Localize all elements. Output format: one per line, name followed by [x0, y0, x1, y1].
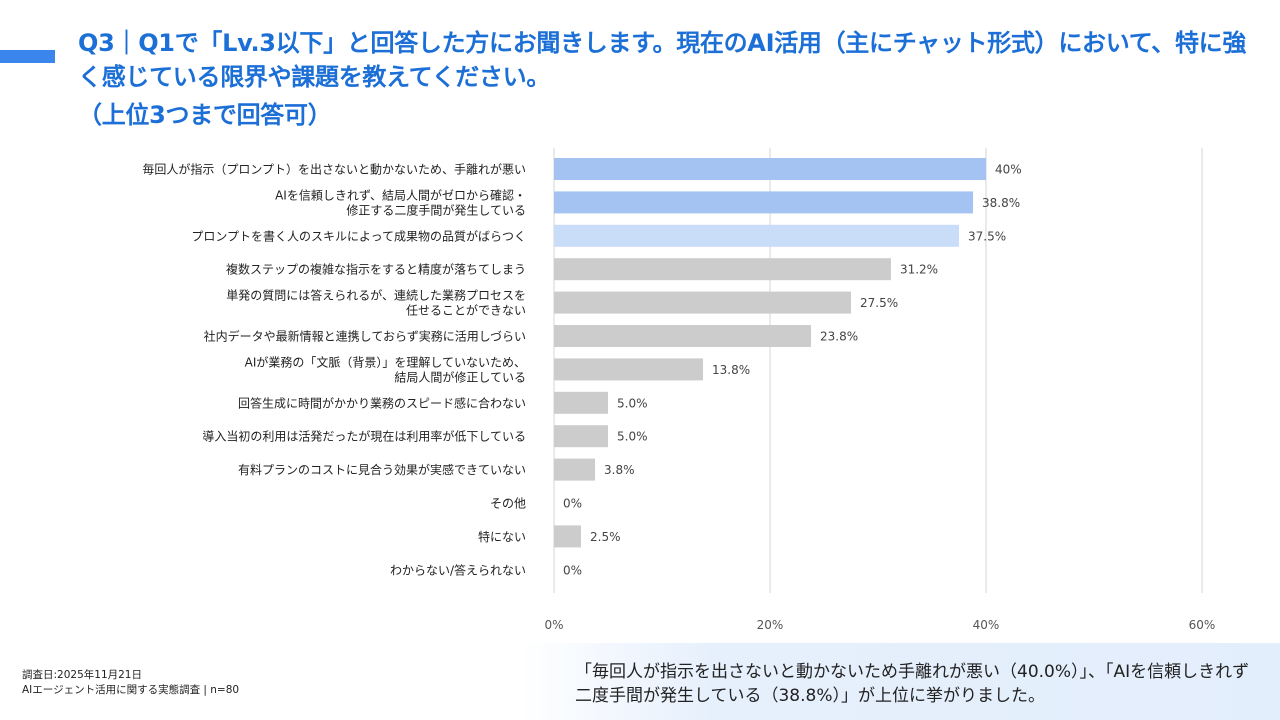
- category-label-line: 任せることができない: [406, 303, 526, 318]
- question-title-line2: （上位3つまで回答可）: [78, 101, 332, 129]
- category-label: AIを信頼しきれず、結局人間がゼロから確認・修正する二度手間が発生している: [275, 187, 526, 217]
- x-tick-label: 60%: [1189, 618, 1216, 632]
- bar-value-label: 40%: [995, 163, 1022, 177]
- bar: [554, 525, 581, 548]
- category-label-line: 特にない: [478, 529, 526, 544]
- category-label: AIが業務の「文脈（背景）」を理解していないため、結局人間が修正している: [245, 354, 526, 384]
- bar: [554, 425, 608, 448]
- bar: [554, 458, 596, 481]
- bar-value-label: 31.2%: [900, 263, 938, 277]
- bar: [554, 358, 704, 381]
- category-label-line: 回答生成に時間がかかり業務のスピード感に合わない: [238, 395, 526, 410]
- bar-value-label: 0%: [563, 497, 582, 511]
- category-label: わからない/答えられない: [390, 562, 526, 577]
- category-label-line: プロンプトを書く人のスキルによって成果物の品質がばらつく: [191, 228, 526, 243]
- survey-footer: 調査日:2025年11月21日 AIエージェント活用に関する実態調査 | n=8…: [22, 668, 239, 698]
- x-tick-label: 20%: [757, 618, 784, 632]
- category-label-line: その他: [490, 497, 526, 511]
- summary-text: 「毎回人が指示を出さないと動かないため手離れが悪い（40.0%）」、「AIを信頼…: [575, 662, 1250, 706]
- title-accent-bar: [0, 50, 55, 63]
- x-tick-label: 0%: [544, 618, 563, 632]
- category-label-line: 社内データや最新情報と連携しておらず実務に活用しづらい: [204, 329, 526, 344]
- bar-value-label: 27.5%: [860, 296, 898, 310]
- survey-date: 調査日:2025年11月21日: [22, 669, 142, 681]
- category-label: プロンプトを書く人のスキルによって成果物の品質がばらつく: [191, 228, 526, 243]
- category-label-line: AIが業務の「文脈（背景）」を理解していないため、: [245, 354, 526, 369]
- category-label: 回答生成に時間がかかり業務のスピード感に合わない: [238, 395, 526, 410]
- category-label-line: AIを信頼しきれず、結局人間がゼロから確認・: [275, 187, 526, 202]
- bar: [554, 258, 891, 281]
- bar-value-label: 3.8%: [604, 463, 635, 477]
- bar-value-label: 2.5%: [590, 530, 621, 544]
- category-label: 単発の質問には答えられるが、連続した業務プロセスを任せることができない: [226, 288, 526, 318]
- category-label: その他: [490, 497, 526, 511]
- survey-name: AIエージェント活用に関する実態調査 | n=80: [22, 684, 240, 696]
- category-label-line: 導入当初の利用は活発だったが現在は利用率が低下している: [202, 429, 526, 444]
- question-title: Q3｜Q1で「Lv.3以下」と回答した方にお聞きします。現在のAI活用（主にチャ…: [78, 26, 1248, 132]
- bar-value-label: 13.8%: [712, 363, 750, 377]
- bar: [554, 224, 959, 247]
- bar: [554, 191, 974, 214]
- bar-value-label: 5.0%: [617, 430, 648, 444]
- category-label-line: 複数ステップの複雑な指示をすると精度が落ちてしまう: [226, 262, 526, 277]
- bar-value-label: 5.0%: [617, 396, 648, 410]
- bar-value-label: 37.5%: [968, 229, 1006, 243]
- category-label-line: 単発の質問には答えられるが、連続した業務プロセスを: [226, 288, 526, 303]
- bar-value-label: 38.8%: [982, 196, 1020, 210]
- bar: [554, 391, 608, 414]
- x-tick-label: 40%: [973, 618, 1000, 632]
- bar-chart: 0% 20% 40% 60% 40% 毎回人が指示（プロンプト）を出さないと動かないため、…: [142, 148, 1216, 632]
- bar: [554, 325, 812, 347]
- category-label-line: わからない/答えられない: [390, 562, 526, 577]
- category-label: 毎回人が指示（プロンプト）を出さないと動かないため、手離れが悪い: [142, 162, 526, 177]
- category-label: 導入当初の利用は活発だったが現在は利用率が低下している: [202, 429, 526, 444]
- category-label-line: 修正する二度手間が発生している: [346, 202, 526, 217]
- category-label-line: 毎回人が指示（プロンプト）を出さないと動かないため、手離れが悪い: [142, 162, 526, 177]
- summary-background: [520, 643, 1280, 720]
- bar: [554, 158, 986, 180]
- category-label: 特にない: [478, 529, 526, 544]
- category-label-line: 結局人間が修正している: [394, 369, 526, 384]
- category-label-line: 有料プランのコストに見合う効果が実感できていない: [238, 462, 526, 477]
- question-title-line1: Q3｜Q1で「Lv.3以下」と回答した方にお聞きします。現在のAI活用（主にチャ…: [78, 29, 1247, 91]
- category-label: 社内データや最新情報と連携しておらず実務に活用しづらい: [204, 329, 526, 344]
- category-label: 複数ステップの複雑な指示をすると精度が落ちてしまう: [226, 262, 526, 277]
- bar-value-label: 23.8%: [820, 330, 858, 344]
- category-label: 有料プランのコストに見合う効果が実感できていない: [238, 462, 526, 477]
- bar: [554, 291, 851, 314]
- bar-value-label: 0%: [563, 563, 582, 577]
